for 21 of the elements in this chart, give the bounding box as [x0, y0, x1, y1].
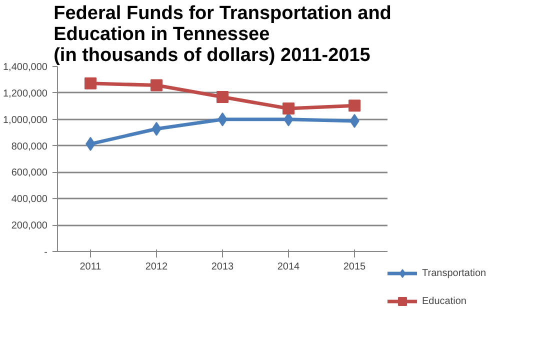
point — [282, 102, 294, 115]
y-tick-label: - — [44, 247, 48, 258]
y-tick-label: 1,200,000 — [3, 88, 48, 100]
legend-label: Transportation — [422, 268, 486, 278]
x-tick-label: 2012 — [145, 262, 168, 272]
x-tick-label: 2014 — [277, 262, 300, 272]
chart-title: Federal Funds for Transportation and Education in Tennessee (in thousands of dollars) 2011-2015 — [54, 3, 392, 66]
x-tick-label: 2011 — [80, 262, 102, 272]
y-tick-label: 600,000 — [11, 168, 48, 179]
y-tick-label: 1,000,000 — [3, 114, 48, 126]
point — [348, 100, 360, 112]
y-tick-label: 1,400,000 — [3, 62, 48, 73]
legend-label: Education — [422, 296, 466, 306]
point — [216, 91, 228, 104]
point — [84, 77, 96, 90]
point — [150, 79, 162, 92]
x-tick-label: 2015 — [343, 262, 366, 272]
y-tick-label: 200,000 — [11, 220, 48, 232]
x-tick-label: 2013 — [211, 262, 234, 272]
y-tick-label: 800,000 — [11, 141, 48, 152]
y-tick-label: 400,000 — [11, 194, 48, 206]
